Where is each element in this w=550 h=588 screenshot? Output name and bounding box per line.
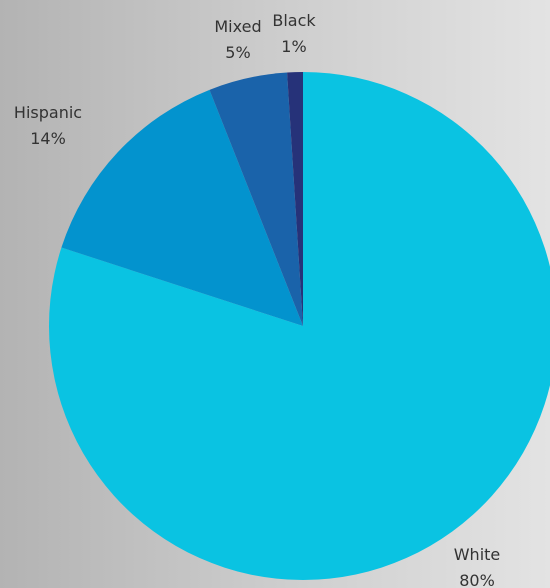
label-mixed: Mixed 5% xyxy=(214,17,261,62)
label-black-pct: 1% xyxy=(281,37,306,56)
label-white-pct: 80% xyxy=(459,571,495,588)
pie-slice-hispanic xyxy=(61,89,304,326)
label-hispanic-pct: 14% xyxy=(30,129,66,148)
pie-slice-black xyxy=(287,72,303,326)
label-white-name: White xyxy=(454,545,501,564)
label-black-name: Black xyxy=(272,11,316,30)
pie-slice-mixed xyxy=(209,72,303,326)
label-mixed-name: Mixed xyxy=(214,17,261,36)
pie-slice-white xyxy=(48,72,550,580)
label-hispanic: Hispanic 14% xyxy=(14,103,82,148)
label-hispanic-name: Hispanic xyxy=(14,103,82,122)
label-white: White 80% xyxy=(454,545,501,588)
label-black: Black 1% xyxy=(272,11,316,56)
label-mixed-pct: 5% xyxy=(225,43,250,62)
pie-slices xyxy=(48,72,550,580)
